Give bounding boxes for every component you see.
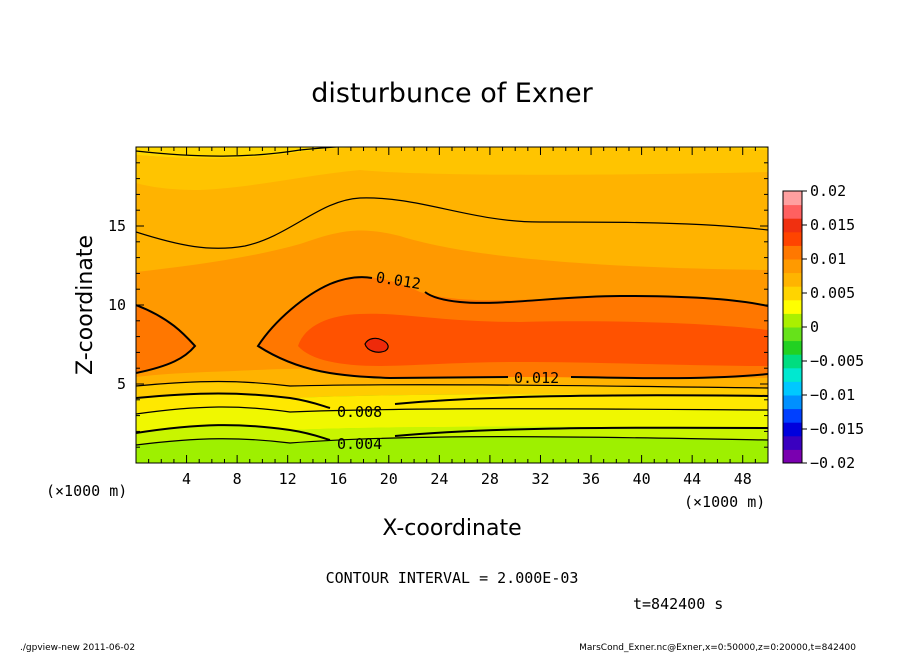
colorbar-tick-label: 0.015 [810,216,855,234]
contour-interval-text: CONTOUR INTERVAL = 2.000E-03 [326,569,579,587]
x-axis: 4 8 12 16 20 24 28 32 36 40 44 48 [148,147,756,488]
x-tick-label: 36 [582,470,600,488]
footer-left: ./gpview-new 2011-06-02 [20,643,135,653]
x-tick-label: 16 [329,470,347,488]
x-tick-label: 24 [430,470,448,488]
colorbar-swatch [783,259,802,274]
band-red-orange [298,313,768,366]
x-tick-label: 32 [531,470,549,488]
colorbar-swatch [783,340,802,355]
colorbar-swatch [783,449,802,464]
colorbar-swatch [783,381,802,396]
colorbar-swatch [783,367,802,382]
colorbar-tick-label: 0.005 [810,284,855,302]
band-top-yellow [136,147,768,159]
colorbar-swatch [783,272,802,287]
colorbar-tick-label: 0 [810,318,819,336]
x-tick-label: 8 [233,470,242,488]
colorbar-swatch [783,435,802,450]
contour-line [136,406,768,415]
colorbar-swatch [783,286,802,301]
x-unit-right: (×1000 m) [684,493,765,511]
colorbar-tick-label: −0.01 [810,386,855,404]
colorbar-swatch [783,422,802,437]
colorbar-swatch [783,327,802,342]
band-amber [136,381,768,398]
contour-line [136,380,768,389]
colorbar-swatch [783,354,802,369]
x-axis-label: X-coordinate [382,516,521,541]
contour-line [136,424,768,441]
colorbar-swatch [783,313,802,328]
x-unit-left: (×1000 m) [46,482,127,500]
y-tick-label: 15 [108,217,126,235]
contour-line [256,276,768,380]
colorbar-tick-label: 0.01 [810,250,846,268]
contour-line [136,147,768,157]
colorbar-tick-label: 0.02 [810,182,846,200]
y-tick-label: 10 [108,296,126,314]
x-tick-label: 12 [279,470,297,488]
colorbar-swatch [783,408,802,423]
x-tick-label: 28 [481,470,499,488]
colorbar-swatch [783,299,802,314]
colorbar-tick-label: −0.02 [810,454,855,472]
contour-line [136,304,197,374]
x-tick-label: 20 [380,470,398,488]
colorbar-tick-label: −0.015 [810,420,864,438]
contour-line [136,436,768,446]
contour-line [364,337,389,353]
colorbar: 0.02 0.015 0.01 0.005 0 −0.005 −0.01 −0.015 −0.0… [782,182,864,472]
x-tick-label: 40 [633,470,651,488]
y-axis: 5 10 15 [108,162,768,448]
x-tick-label: 4 [182,470,191,488]
contour-label: 0.008 [337,403,382,421]
band-upper-amber [136,147,768,190]
y-axis-label: Z-coordinate [73,235,98,375]
colorbar-swatch [783,218,802,233]
colorbar-swatch [783,231,802,246]
colorbar-swatch [783,395,802,410]
colorbar-swatch [783,245,802,260]
chart-title: disturbunce of Exner [311,78,593,109]
contour-label: 0.004 [337,435,382,453]
colorbar-swatch [783,191,802,206]
contour-line [136,197,768,249]
x-tick-label: 44 [683,470,701,488]
contour-label: 0.012 [514,369,559,387]
footer-right: MarsCond_Exner.nc@Exner,x=0:50000,z=0:20… [579,643,856,653]
contour-line [136,392,768,409]
y-tick-label: 5 [117,375,126,393]
time-text: t=842400 s [633,595,723,613]
plot-area [136,147,768,463]
colorbar-tick-label: −0.005 [810,352,864,370]
band-red-core [365,338,389,353]
band-yellow-a [136,406,768,433]
colorbar-swatch [783,204,802,219]
x-tick-label: 48 [734,470,752,488]
